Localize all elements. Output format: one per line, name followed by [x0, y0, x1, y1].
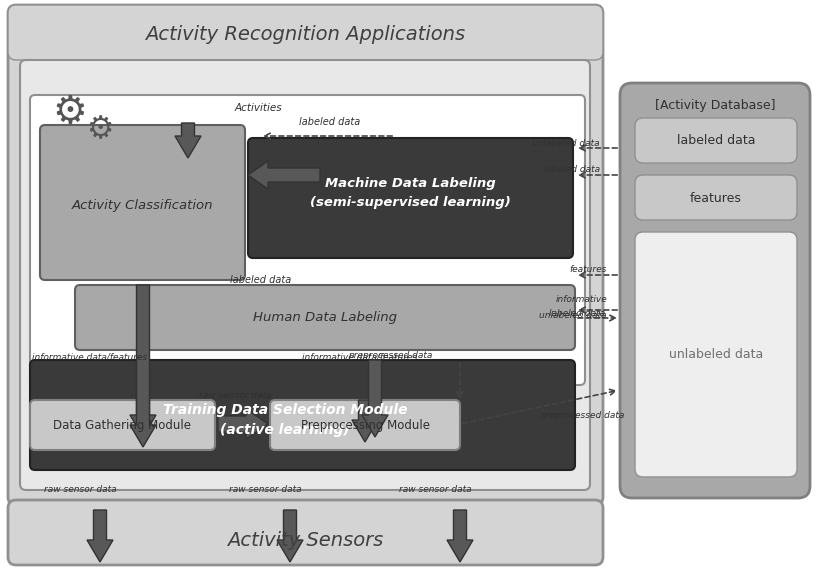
Text: Machine Data Labeling
(semi-supervised learning): Machine Data Labeling (semi-supervised l…: [310, 177, 510, 209]
FancyArrow shape: [447, 510, 473, 562]
FancyBboxPatch shape: [30, 360, 575, 470]
Text: features: features: [570, 266, 607, 275]
FancyBboxPatch shape: [30, 95, 585, 385]
Text: Preprocessing Module: Preprocessing Module: [301, 419, 430, 432]
Text: ⚙: ⚙: [53, 93, 87, 131]
Text: Activity Recognition Applications: Activity Recognition Applications: [145, 26, 465, 45]
FancyBboxPatch shape: [635, 118, 797, 163]
Text: features: features: [690, 191, 742, 204]
Text: raw sensor data: raw sensor data: [199, 391, 271, 400]
FancyArrow shape: [218, 409, 268, 439]
FancyBboxPatch shape: [8, 500, 603, 565]
Text: Training Data Selection Module
(active learning): Training Data Selection Module (active l…: [163, 403, 407, 437]
Text: informative: informative: [555, 296, 607, 304]
Text: ⚙: ⚙: [86, 115, 113, 144]
FancyBboxPatch shape: [20, 60, 590, 490]
Text: labeled data: labeled data: [677, 135, 755, 147]
Text: unlabeled data: unlabeled data: [669, 348, 763, 361]
Text: labeled data: labeled data: [549, 308, 605, 317]
Text: Activity Classification: Activity Classification: [72, 199, 213, 211]
Text: raw sensor data: raw sensor data: [229, 485, 302, 494]
FancyArrow shape: [352, 400, 378, 442]
Text: labeled data: labeled data: [299, 117, 361, 127]
Text: unlabeled data: unlabeled data: [533, 139, 600, 147]
FancyBboxPatch shape: [40, 125, 245, 280]
Text: unlabeled data: unlabeled data: [539, 311, 607, 320]
Text: [Activity Database]: [Activity Database]: [655, 99, 775, 111]
FancyArrow shape: [87, 510, 113, 562]
Text: raw sensor data: raw sensor data: [399, 485, 471, 494]
FancyArrow shape: [362, 360, 388, 437]
FancyArrow shape: [277, 510, 303, 562]
FancyBboxPatch shape: [635, 232, 797, 477]
FancyBboxPatch shape: [620, 83, 810, 498]
FancyBboxPatch shape: [270, 400, 460, 450]
Text: preprocessed data: preprocessed data: [540, 411, 625, 420]
Text: preprocessed data: preprocessed data: [348, 352, 432, 360]
Text: Activities: Activities: [235, 103, 283, 113]
FancyBboxPatch shape: [75, 285, 575, 350]
Text: raw sensor data: raw sensor data: [44, 485, 116, 494]
Text: informative data/features: informative data/features: [32, 352, 148, 361]
Text: Data Gathering Module: Data Gathering Module: [53, 419, 191, 432]
FancyBboxPatch shape: [635, 175, 797, 220]
FancyArrow shape: [248, 161, 320, 189]
Text: Activity Sensors: Activity Sensors: [227, 530, 383, 549]
FancyArrow shape: [130, 285, 156, 447]
Text: labeled data: labeled data: [230, 275, 291, 285]
Text: Human Data Labeling: Human Data Labeling: [253, 312, 397, 324]
FancyArrow shape: [130, 360, 156, 437]
FancyBboxPatch shape: [30, 400, 215, 450]
FancyBboxPatch shape: [248, 138, 573, 258]
FancyArrow shape: [175, 123, 201, 158]
Text: informative data/features: informative data/features: [302, 352, 418, 361]
FancyBboxPatch shape: [8, 5, 603, 60]
FancyBboxPatch shape: [8, 5, 603, 505]
Text: labeled data: labeled data: [544, 166, 600, 175]
